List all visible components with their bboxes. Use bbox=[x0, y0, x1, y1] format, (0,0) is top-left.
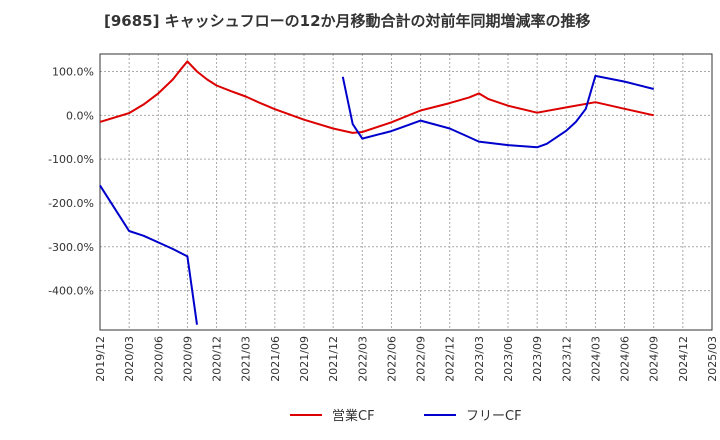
y-tick-label: -300.0% bbox=[48, 241, 94, 254]
y-tick-label: -100.0% bbox=[48, 153, 94, 166]
x-tick-label: 2023/12 bbox=[560, 336, 573, 382]
x-tick-label: 2023/06 bbox=[502, 336, 515, 382]
y-tick-label: -400.0% bbox=[48, 285, 94, 298]
x-tick-label: 2024/12 bbox=[677, 336, 690, 382]
legend-label-2: フリーCF bbox=[466, 409, 522, 424]
x-tick-label: 2020/03 bbox=[123, 336, 136, 382]
y-tick-label: 100.0% bbox=[52, 66, 94, 79]
legend-label-1: 営業CF bbox=[332, 408, 375, 424]
x-tick-label: 2021/12 bbox=[327, 336, 340, 382]
x-tick-label: 2023/09 bbox=[531, 336, 544, 382]
series-line-1 bbox=[99, 60, 654, 134]
x-tick-label: 2022/12 bbox=[444, 336, 457, 382]
plot-frame bbox=[99, 53, 713, 331]
x-tick-label: 2024/09 bbox=[648, 336, 661, 382]
x-tick-label: 2025/03 bbox=[706, 336, 719, 382]
x-tick-label: 2020/12 bbox=[211, 336, 224, 382]
x-tick-label: 2021/03 bbox=[240, 336, 253, 382]
x-tick-label: 2022/09 bbox=[415, 336, 428, 382]
x-tick-label: 2022/06 bbox=[385, 336, 398, 382]
x-tick-label: 2024/03 bbox=[589, 336, 602, 382]
x-tick-label: 2023/03 bbox=[473, 336, 486, 382]
x-tick-label: 2020/09 bbox=[181, 336, 194, 382]
chart-title: [9685] キャッシュフローの12か月移動合計の対前年同期増減率の推移 bbox=[104, 12, 591, 30]
x-tick-label: 2021/09 bbox=[298, 336, 311, 382]
x-tick-label: 2020/06 bbox=[152, 336, 165, 382]
x-tick-label: 2022/03 bbox=[356, 336, 369, 382]
x-tick-label: 2024/06 bbox=[619, 336, 632, 382]
series-line-2 bbox=[99, 74, 654, 325]
y-tick-label: 0.0% bbox=[66, 109, 94, 122]
x-tick-label: 2021/06 bbox=[269, 336, 282, 382]
x-tick-label: 2019/12 bbox=[94, 336, 107, 382]
y-tick-label: -200.0% bbox=[48, 197, 94, 210]
